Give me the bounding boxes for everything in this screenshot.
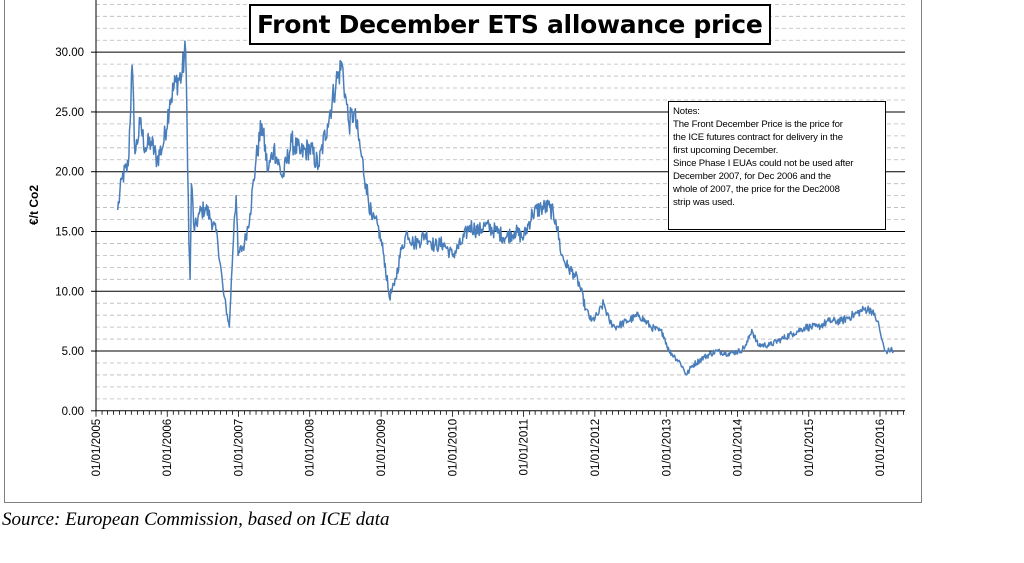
y-tick-label: 10.00 bbox=[55, 286, 84, 298]
x-tick-label: 01/01/2009 bbox=[376, 419, 388, 477]
notes-line: first upcoming December. bbox=[673, 145, 779, 156]
y-axis-label: €/t Co2 bbox=[27, 185, 41, 225]
notes-line: strip was used. bbox=[673, 197, 735, 208]
y-tick-label: 5.00 bbox=[62, 346, 84, 358]
y-tick-label: 30.00 bbox=[55, 47, 84, 59]
x-tick-label: 01/01/2015 bbox=[804, 419, 816, 477]
series-line bbox=[116, 40, 895, 376]
notes-line: Notes: bbox=[673, 106, 700, 117]
source-caption: Source: European Commission, based on IC… bbox=[2, 509, 390, 530]
notes-line: The Front December Price is the price fo… bbox=[673, 119, 843, 130]
y-tick-label: 20.00 bbox=[55, 167, 84, 179]
x-tick-label: 01/01/2011 bbox=[519, 419, 531, 476]
notes-line: whole of 2007, the price for the Dec2008 bbox=[673, 184, 840, 195]
notes-line: Since Phase I EUAs could not be used aft… bbox=[673, 158, 854, 169]
notes-box: Notes: The Front December Price is the p… bbox=[668, 101, 886, 230]
x-tick-label: 01/01/2013 bbox=[661, 419, 673, 477]
x-tick-label: 01/01/2012 bbox=[590, 419, 602, 477]
x-tick-label: 01/01/2008 bbox=[305, 419, 317, 477]
y-tick-label: 25.00 bbox=[55, 107, 84, 119]
y-tick-label: 0.00 bbox=[62, 406, 84, 418]
y-tick-label: 15.00 bbox=[55, 226, 84, 238]
x-tick-label: 01/01/2007 bbox=[233, 419, 245, 477]
x-tick-label: 01/01/2010 bbox=[447, 419, 459, 477]
x-tick-label: 01/01/2006 bbox=[162, 419, 174, 477]
x-tick-label: 01/01/2016 bbox=[875, 419, 887, 477]
chart-frame bbox=[4, 0, 922, 503]
x-tick-label: 01/01/2014 bbox=[733, 418, 745, 476]
notes-line: December 2007, for Dec 2006 and the bbox=[673, 171, 831, 182]
chart-title: Front December ETS allowance price bbox=[249, 4, 771, 45]
x-tick-label: 01/01/2005 bbox=[91, 419, 103, 477]
series-layer bbox=[116, 40, 895, 376]
notes-line: the ICE futures contract for delivery in… bbox=[673, 132, 843, 143]
x-axis: 01/01/2005 01/01/2006 01/01/2007 01/01/2008… bbox=[91, 410, 905, 477]
